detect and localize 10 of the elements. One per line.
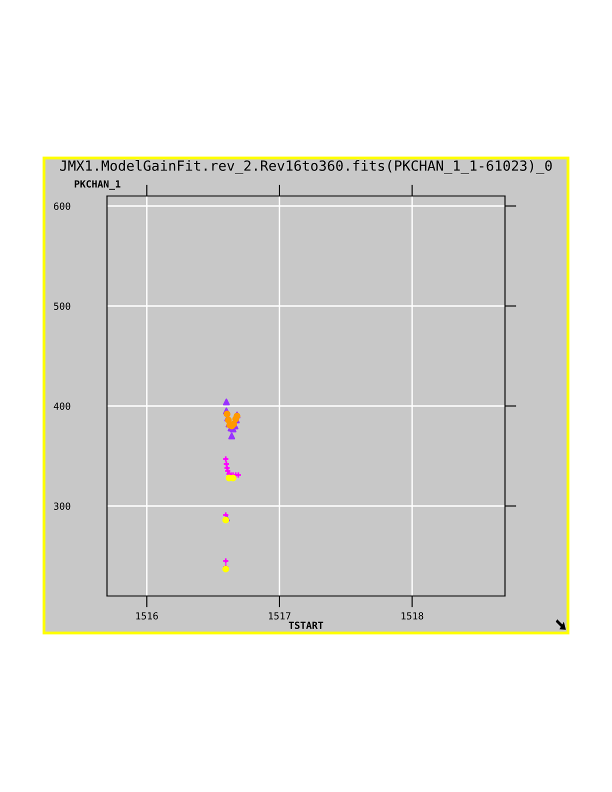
y-tick-label: 500 bbox=[54, 302, 70, 310]
y-axis-title: PKCHAN_1 bbox=[74, 180, 120, 190]
chart-title: JMX1.ModelGainFit.rev_2.Rev16to360.fits(PKCHAN_1_1-61023)_0 bbox=[60, 160, 552, 174]
y-tick-label: 400 bbox=[54, 402, 70, 410]
y-tick-label: 300 bbox=[54, 502, 70, 510]
x-tick-label: 1518 bbox=[402, 612, 424, 620]
x-tick-label: 1517 bbox=[268, 612, 290, 620]
y-tick-label: 600 bbox=[54, 202, 70, 210]
x-tick-label: 1516 bbox=[136, 612, 158, 620]
x-axis-title: TSTART bbox=[288, 622, 324, 629]
